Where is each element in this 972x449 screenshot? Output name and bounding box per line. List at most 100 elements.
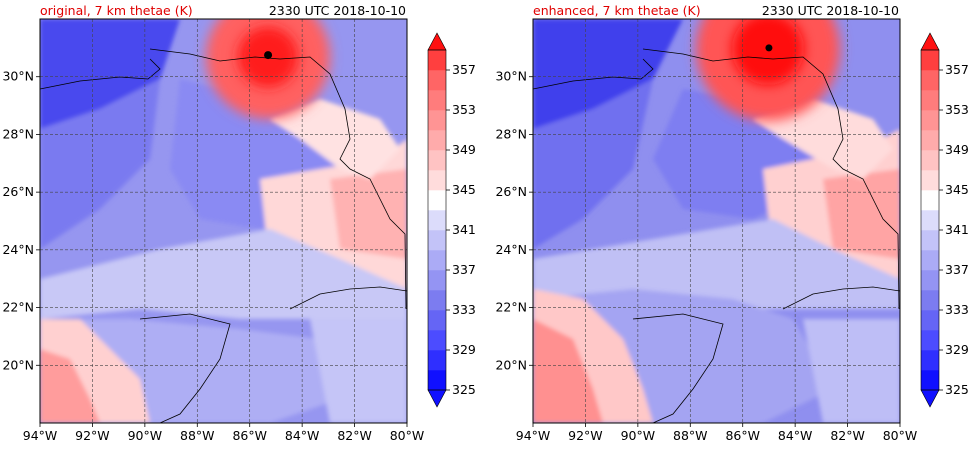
colorbar-bin [921,290,939,311]
graticule [40,19,407,423]
colorbar-bin [921,150,939,171]
colorbar-bin [428,130,446,151]
lon-tick-label: 84°W [285,428,320,443]
colorbar: 325 329 333 337 341 345 349 353 357 [427,32,476,408]
colorbar: 325 329 333 337 341 345 349 353 357 [920,32,969,408]
lon-tick-label: 86°W [725,428,760,443]
colorbar-tick-label: 349 [452,142,476,157]
colorbar-tick-label: 345 [452,182,476,197]
lon-tick-label: 84°W [778,428,813,443]
colorbar-extend-max [427,32,447,51]
colorbar-tick-label: 333 [452,302,476,317]
colorbar-extend-min [427,389,447,408]
longitude-ticks: 94°W 92°W 90°W 88°W 86°W 84°W 82°W 80°W [516,423,918,443]
colorbar-tick-label: 325 [945,382,969,397]
colorbar-bin [428,330,446,351]
colorbar-bin [428,350,446,371]
panel-original: original, 7 km thetae (K) 2330 UTC 2018-… [2,3,476,443]
colorbar-tick-label: 357 [945,62,969,77]
lon-tick-label: 88°W [180,428,215,443]
lat-tick-label: 28°N [495,126,527,141]
latitude-ticks: 20°N 22°N 24°N 26°N 28°N 30°N [495,69,533,372]
colorbar-extend-min [920,389,940,408]
colorbar-tick-label: 341 [945,222,969,237]
colorbar-bin [921,350,939,371]
colorbar-bin [428,230,446,251]
colorbar-bin [428,50,446,71]
colorbar-tick-label: 341 [452,222,476,237]
lat-tick-label: 22°N [495,300,527,315]
lat-tick-label: 24°N [2,242,34,257]
colorbar-tick-label: 353 [452,102,476,117]
latitude-ticks: 20°N 22°N 24°N 26°N 28°N 30°N [2,69,40,372]
panel-timestamp: 2330 UTC 2018-10-10 [269,3,406,18]
colorbar-tick-label: 357 [452,62,476,77]
colorbar-bin [428,90,446,111]
colorbar-tick-label: 329 [945,342,969,357]
map-frame [39,18,408,424]
colorbar-bin [428,170,446,191]
lon-tick-label: 80°W [390,428,425,443]
lat-tick-label: 24°N [495,242,527,257]
lon-tick-label: 90°W [128,428,163,443]
yucatan-coastline [632,313,724,423]
colorbar-bin [428,190,446,211]
lon-tick-label: 94°W [516,428,551,443]
louisiana-coastline [40,58,161,90]
colorbar-tick-label: 325 [452,382,476,397]
panel-title: enhanced, 7 km thetae (K) [533,3,701,18]
colorbar-bin [428,310,446,331]
lat-tick-label: 26°N [2,184,34,199]
gulf-coastline [149,48,407,310]
colorbar-bin [921,70,939,91]
colorbar-tick-label: 337 [452,262,476,277]
colorbar-bin [428,370,446,391]
colorbar-bin [921,270,939,291]
colorbar-tick-label: 345 [945,182,969,197]
lon-tick-label: 80°W [883,428,918,443]
colorbar-bin [921,130,939,151]
yucatan-coastline [139,313,231,423]
colorbar-bin [921,230,939,251]
colorbar-tick-label: 353 [945,102,969,117]
lon-tick-label: 92°W [568,428,603,443]
colorbar-tick-label: 333 [945,302,969,317]
lat-tick-label: 28°N [2,126,34,141]
hurricane-core-inner [732,19,804,85]
longitude-ticks: 94°W 92°W 90°W 88°W 86°W 84°W 82°W 80°W [23,423,425,443]
colorbar-bin [428,250,446,271]
lat-tick-label: 30°N [2,69,34,84]
colorbar-bin [921,190,939,211]
graticule [533,19,900,423]
thetae-field [533,19,900,423]
lat-tick-label: 30°N [495,69,527,84]
colorbar-bin [428,110,446,131]
colorbar-bin [428,70,446,91]
panel-title: original, 7 km thetae (K) [40,3,193,18]
cuba-coastline [289,286,407,310]
colorbar-frame [427,49,447,391]
lon-tick-label: 86°W [232,428,267,443]
colorbar-bin [921,250,939,271]
lat-tick-label: 20°N [2,357,34,372]
colorbar-bin [428,270,446,291]
colorbar-bin [428,150,446,171]
map-frame [532,18,901,424]
panel-enhanced: enhanced, 7 km thetae (K) 2330 UTC 2018-… [495,3,969,443]
colorbar-extend-max [920,32,940,51]
colorbar-bin [921,210,939,231]
colorbar-frame [920,49,940,391]
colorbar-tick-label: 337 [945,262,969,277]
colorbar-bin [921,330,939,351]
lon-tick-label: 82°W [830,428,865,443]
colorbar-bin [921,370,939,391]
thetae-field [40,19,407,423]
gulf-coastline [642,48,900,310]
lon-tick-label: 90°W [621,428,656,443]
colorbar-bin [921,170,939,191]
colorbar-bin [428,210,446,231]
colorbar-tick-label: 329 [452,342,476,357]
colorbar-bin [921,90,939,111]
louisiana-coastline [533,58,654,90]
